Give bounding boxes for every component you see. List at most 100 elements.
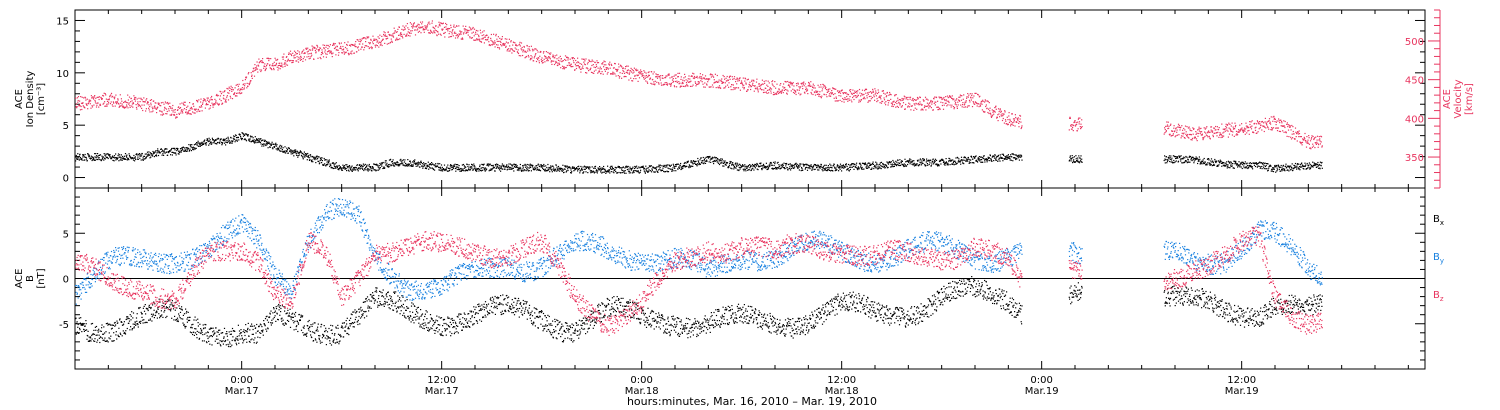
data-point <box>676 163 678 165</box>
data-point <box>438 21 440 23</box>
data-point <box>1081 158 1083 160</box>
data-point <box>333 162 335 164</box>
data-point <box>997 160 999 162</box>
data-point <box>304 153 307 155</box>
data-point <box>1211 161 1213 163</box>
data-point <box>484 167 487 169</box>
data-point <box>646 76 648 78</box>
data-point <box>951 163 953 165</box>
data-point <box>412 164 414 166</box>
data-point <box>506 50 508 52</box>
data-point <box>782 164 784 166</box>
data-point <box>377 42 380 44</box>
data-point <box>102 158 104 160</box>
data-point <box>572 167 575 169</box>
data-point <box>909 161 912 163</box>
data-point <box>530 170 532 172</box>
data-point <box>745 165 747 167</box>
data-point <box>918 165 920 167</box>
data-point <box>418 26 420 28</box>
data-point <box>775 167 777 170</box>
data-point <box>766 166 768 168</box>
data-point <box>1236 163 1238 165</box>
data-point <box>646 81 648 83</box>
data-point <box>216 141 219 144</box>
data-point <box>396 164 399 166</box>
data-point <box>981 159 983 161</box>
data-point <box>1315 163 1317 165</box>
data-point <box>247 135 249 137</box>
data-point <box>603 64 605 66</box>
data-point <box>746 166 748 168</box>
data-point <box>189 145 191 147</box>
data-point <box>828 169 830 171</box>
data-point <box>592 60 594 62</box>
data-point <box>617 75 619 77</box>
data-point <box>1176 156 1178 158</box>
data-point <box>413 160 415 163</box>
data-point <box>736 165 738 167</box>
data-point <box>369 166 371 169</box>
data-point <box>406 33 408 35</box>
data-point <box>108 154 110 156</box>
data-point <box>108 101 110 103</box>
data-point <box>990 158 992 161</box>
data-point <box>702 160 704 162</box>
data-point <box>329 52 331 54</box>
data-point <box>370 46 373 48</box>
data-point <box>1170 161 1172 163</box>
data-point <box>103 159 105 161</box>
data-point <box>527 48 529 50</box>
data-point <box>360 48 362 50</box>
data-point <box>388 42 390 45</box>
data-point <box>837 166 839 168</box>
data-point <box>207 140 209 142</box>
data-point <box>150 102 152 104</box>
data-point <box>169 114 171 116</box>
data-point <box>1246 165 1249 167</box>
data-point <box>643 70 645 72</box>
data-point <box>132 103 135 105</box>
data-point <box>189 102 191 104</box>
data-point <box>1278 168 1280 170</box>
data-point <box>1234 161 1236 163</box>
data-point <box>1305 168 1307 170</box>
data-point <box>680 76 682 78</box>
data-point <box>618 171 620 174</box>
data-point <box>1318 167 1320 169</box>
data-point <box>711 156 714 158</box>
data-point <box>509 48 512 50</box>
data-point <box>852 165 854 167</box>
data-point <box>415 165 417 167</box>
data-point <box>145 99 147 101</box>
data-point <box>890 166 892 168</box>
data-point <box>327 44 329 47</box>
data-point <box>524 50 527 52</box>
data-point <box>765 166 767 168</box>
data-point <box>1249 166 1251 168</box>
data-point <box>554 170 556 172</box>
data-point <box>382 167 384 170</box>
data-point <box>1222 164 1224 166</box>
data-point <box>594 61 596 64</box>
data-point <box>86 158 88 160</box>
data-point <box>1285 165 1287 167</box>
data-point <box>989 160 991 162</box>
data-point <box>491 44 494 46</box>
data-point <box>601 172 603 174</box>
data-point <box>851 166 853 168</box>
data-point <box>1069 159 1071 161</box>
data-point <box>121 157 123 159</box>
data-point <box>762 167 764 169</box>
data-point <box>268 142 270 144</box>
data-point <box>1201 163 1203 165</box>
data-point <box>918 159 920 161</box>
data-point <box>646 170 648 172</box>
data-point <box>1080 161 1082 163</box>
data-point <box>396 161 398 164</box>
data-point <box>133 98 135 100</box>
data-point <box>135 106 138 109</box>
data-point <box>605 172 607 174</box>
data-point <box>319 159 321 162</box>
data-point <box>879 162 881 164</box>
